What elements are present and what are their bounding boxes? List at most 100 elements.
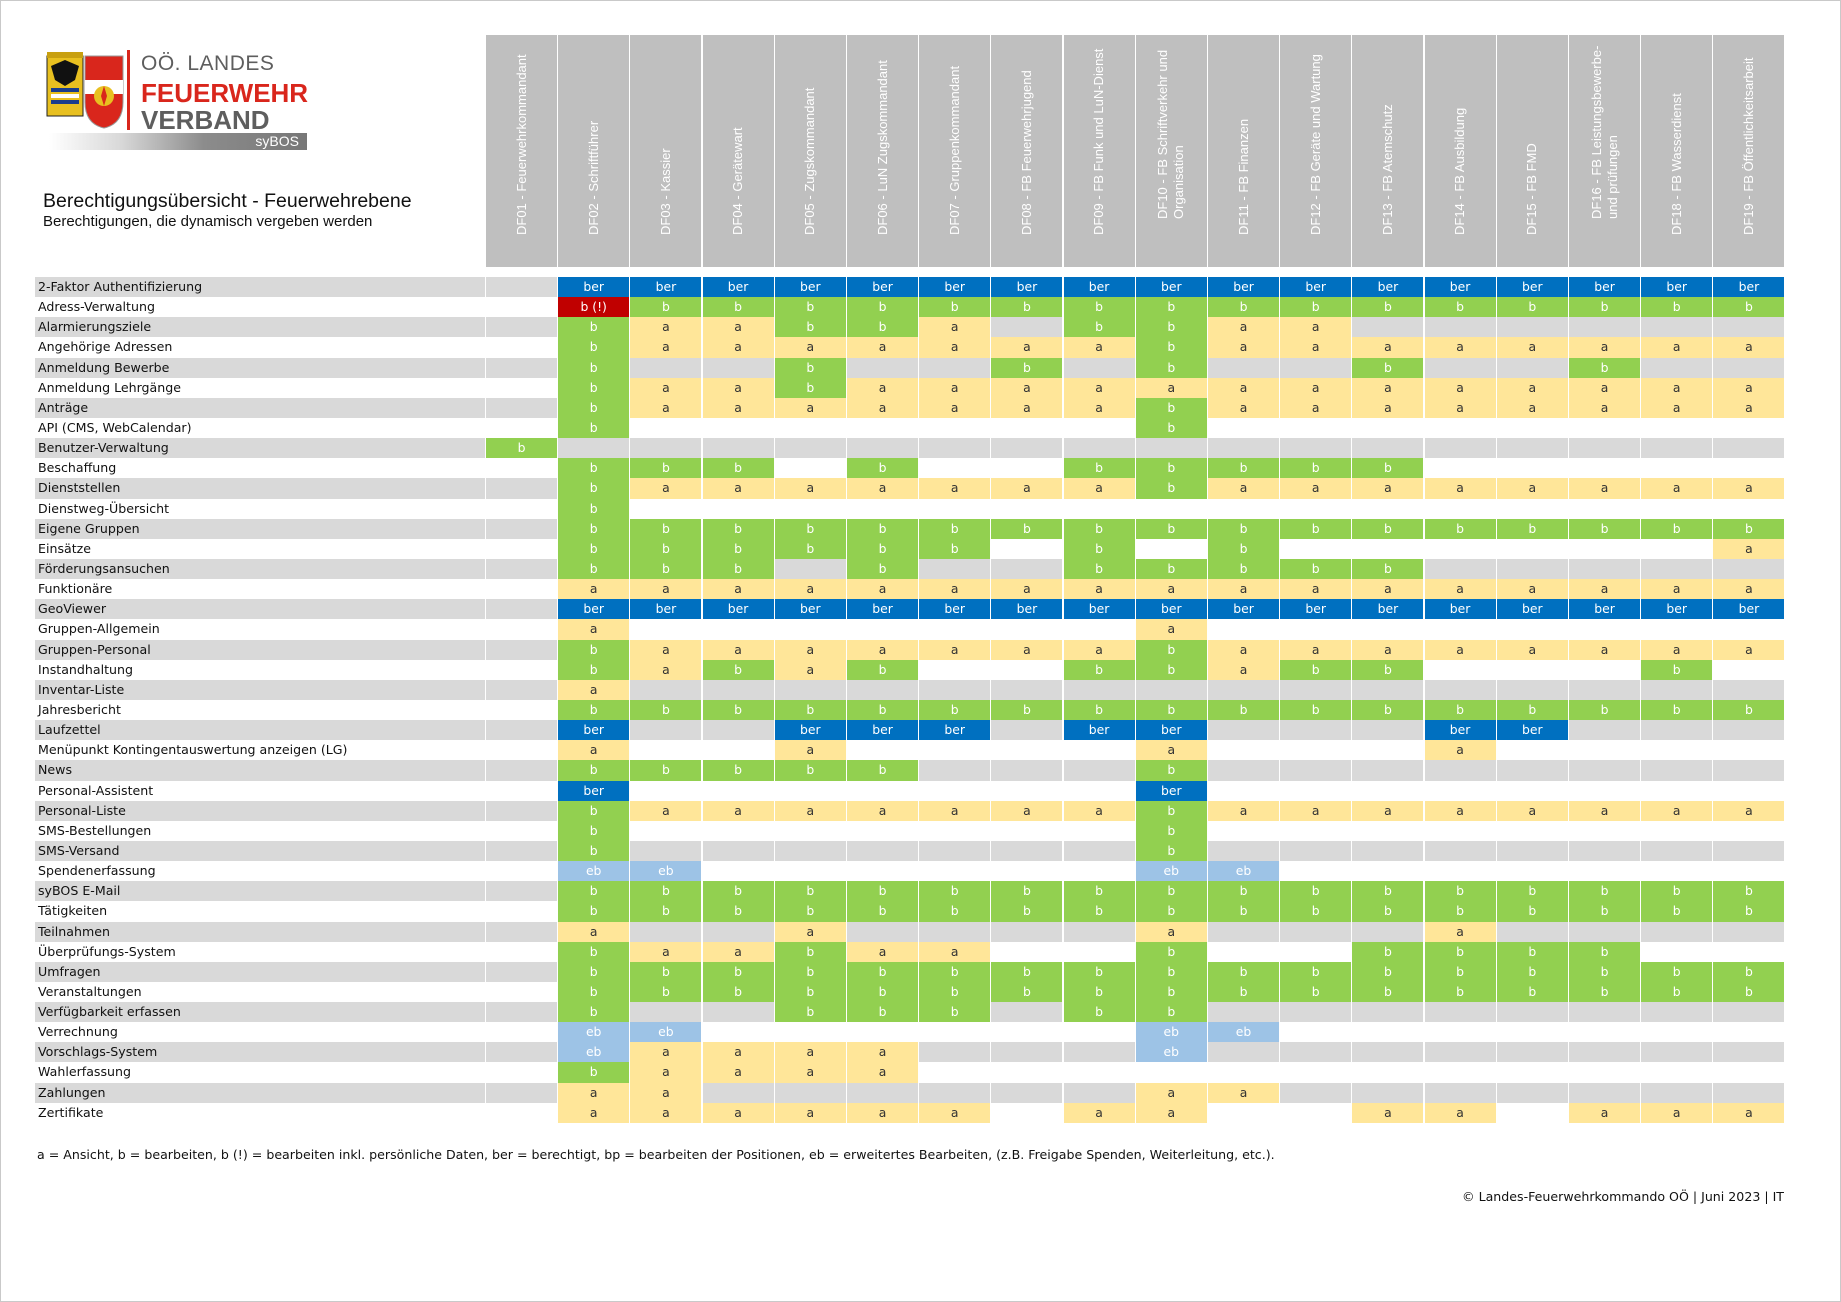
permission-cell: a [1713,377,1786,398]
permission-cell: b [1063,317,1136,338]
permission-cell [1497,1102,1569,1123]
permission-cell: a [1280,478,1353,499]
permission-cell [703,780,775,801]
permission-cell: b [1352,659,1425,680]
row-label: Beschaffung [38,460,117,476]
permission-cell: a [702,800,775,821]
permission-cell [1208,760,1280,781]
permission-cell [1569,921,1641,942]
permission-cell [486,357,558,378]
row-label: Anträge [35,397,485,418]
permission-cell: b (!) [558,297,631,318]
permission-cell [1425,659,1497,680]
permission-cell [1208,840,1280,862]
permission-cell: b [1063,699,1136,721]
permission-cell [1352,1022,1425,1043]
table-row: Spendenerfassung eb eb eb eb [35,861,1786,882]
page-title: Berechtigungsübersicht - Feuerwehrebene [43,190,412,212]
permission-cell: a [1208,800,1280,821]
logo-text-line1: OÖ. LANDES [141,52,275,75]
permission-cell: a [1208,478,1280,499]
permission-cell [1425,538,1497,559]
permission-cell [1064,1022,1136,1043]
permission-cell: a [702,1042,775,1063]
permission-cell: b [558,538,631,559]
permission-cell [1641,498,1714,519]
permission-cell: a [630,639,703,660]
permission-cell: a [558,1102,631,1123]
row-label: Zahlungen [35,1082,485,1103]
permission-cell [847,780,919,801]
permission-cell: ber [919,277,992,298]
row-label: Überprüfungs-System [38,943,176,959]
permission-cell [991,720,1064,741]
permission-cell: a [558,740,631,761]
permission-cell: a [630,1082,703,1103]
permission-cell: b [1208,518,1280,539]
permission-cell: ber [1208,599,1280,620]
permission-cell: a [919,800,992,821]
permission-cell: ber [1424,599,1497,620]
permission-cell [1641,438,1714,459]
column-header-label: DF03 - Kassier [657,148,673,235]
permission-cell: b [1424,981,1497,1003]
permission-cell: a [1135,377,1208,398]
permission-cell: ber [1713,277,1786,298]
permission-cell: a [1063,639,1136,660]
row-label: Vorschlags-System [35,1042,485,1063]
row-label: Anmeldung Lehrgänge [38,379,181,395]
permission-cell [775,820,847,841]
permission-cell: b [1063,901,1136,922]
permission-cell [486,881,558,902]
permission-cell [1497,538,1569,559]
permission-cell: a [558,619,631,640]
permission-cell: b [630,901,703,922]
permission-cell: ber [774,277,847,298]
permission-cell: a [1063,337,1136,358]
permission-cell [630,921,703,942]
permission-cell: a [1352,800,1425,821]
permission-cell [991,438,1064,459]
permission-cell [1569,659,1641,680]
permission-cell: b [1063,297,1136,318]
permission-cell: a [1135,1102,1208,1123]
column-header: DF18 - FB Wasserdienst [1641,35,1713,267]
permission-cell: b [1713,961,1786,982]
permission-cell: eb [1208,1022,1280,1043]
permission-cell [703,820,775,841]
permission-cell [1425,498,1497,519]
column-header-label: DF13 - FB Atemschutz [1379,104,1395,235]
permission-cell: a [1208,579,1280,600]
table-row: Personal-Assistent ber ber [35,780,1786,801]
permission-cell: b [1496,518,1569,539]
permission-cell: b [1135,961,1208,982]
permission-cell: a [1135,740,1208,761]
permission-cell [1424,1042,1497,1063]
column-header-label: DF06 - LuN Zugskommandant [874,60,890,235]
permission-cell: b [558,337,631,358]
permission-cell [1569,1062,1641,1083]
permission-cell [1208,780,1280,801]
permission-cell [486,1042,558,1063]
permission-cell [486,518,558,539]
permission-cell: a [558,921,631,942]
permission-cell [1641,740,1714,761]
permission-cell [1352,1042,1425,1063]
permission-cell [486,941,558,962]
permission-cell: b [1280,981,1353,1003]
permission-cell [991,659,1064,680]
permission-cell [774,1082,847,1103]
column-header: DF06 - LuN Zugskommandant [847,35,918,267]
permission-cell: ber [847,599,919,620]
permission-cell: b [558,840,631,862]
permission-cell: b [1569,297,1641,318]
permission-cell: b [702,458,775,479]
permission-cell: b [1352,558,1425,580]
permission-cell: a [847,579,919,600]
permission-cell: b [1352,961,1425,982]
permission-cell: b [1063,458,1136,479]
permission-cell: a [1424,579,1497,600]
permission-cell [1497,1022,1569,1043]
permission-cell: a [630,659,703,680]
permission-cell: b [1135,881,1208,902]
